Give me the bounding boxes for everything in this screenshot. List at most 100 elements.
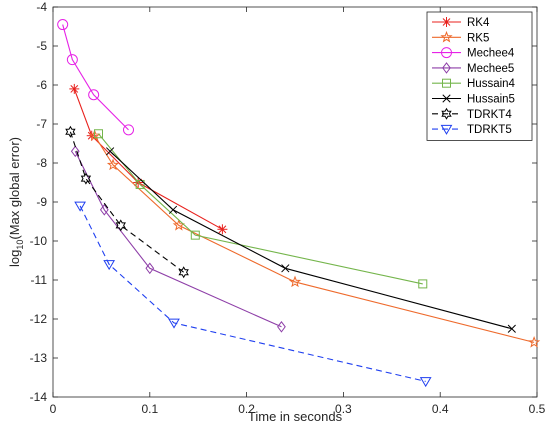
marker-circle [441, 47, 452, 59]
series-layer [57, 19, 541, 388]
legend-label: Hussain5 [467, 94, 515, 106]
marker-shape [103, 260, 116, 271]
marker-asterisk [69, 83, 80, 94]
marker-shape [440, 30, 453, 43]
y-tick-label: -5 [36, 39, 47, 53]
marker-shape [440, 124, 453, 135]
marker-star [440, 30, 453, 43]
marker-hexagram [65, 125, 76, 138]
marker-square [418, 279, 428, 289]
marker-triangle-down [168, 318, 180, 329]
y-tick-label: -11 [31, 273, 48, 287]
series-line [62, 24, 129, 131]
y-axis-title: log10(Max global error) [7, 137, 25, 267]
x-tick-label: 0.3 [335, 402, 352, 416]
legend-label: RK4 [467, 17, 490, 29]
marker-shape [442, 78, 451, 88]
marker-stroke [442, 94, 451, 103]
legend-label: Hussain4 [467, 78, 516, 90]
marker-shape [527, 335, 541, 348]
series-hussain4 [93, 129, 428, 289]
marker-diamond [442, 62, 451, 74]
marker-triangle-down [440, 124, 453, 135]
marker-circle [88, 89, 100, 101]
legend-entry-mechee5: Mechee5 [432, 62, 514, 75]
marker-hexagram [115, 219, 126, 232]
y-tick-label: -14 [30, 390, 48, 404]
marker-stroke [507, 324, 516, 333]
y-tick-label: -6 [36, 78, 47, 92]
marker-diamond [70, 145, 80, 158]
legend-label: TDRKT4 [467, 109, 512, 121]
marker-stroke [281, 264, 290, 273]
marker-star [106, 158, 120, 171]
marker-cross [168, 205, 178, 214]
marker-triangle-down [103, 260, 116, 271]
legend-entry-hussain4: Hussain4 [432, 78, 516, 90]
marker-cross [281, 264, 290, 273]
series-line [73, 88, 223, 230]
legend-entry-tdrkt4: TDRKT4 [432, 107, 512, 121]
marker-circle [66, 54, 78, 66]
marker-shape [288, 275, 302, 288]
marker-shape [106, 158, 120, 171]
marker-hexagram [441, 107, 452, 120]
x-tick-label: 0.1 [141, 402, 158, 416]
marker-circle [123, 124, 135, 136]
marker-shape [442, 62, 451, 74]
marker-circle [57, 19, 69, 31]
marker-shape [178, 266, 189, 279]
marker-star [527, 335, 541, 348]
y-tick-label: -12 [30, 312, 48, 326]
marker-shape [66, 54, 78, 66]
marker-shape [277, 320, 286, 333]
legend-box [426, 11, 533, 141]
marker-square [442, 78, 451, 88]
y-tick-label: -13 [30, 351, 48, 365]
marker-stroke [442, 18, 451, 26]
marker-triangle-down [419, 377, 432, 388]
marker-shape [441, 47, 452, 59]
marker-shape [123, 124, 135, 136]
legend-label: Mechee5 [467, 63, 514, 75]
marker-shape [419, 377, 432, 388]
y-axis-title-suffix: (Max global error) [7, 137, 22, 240]
series-line [69, 131, 185, 273]
series-mechee4 [57, 19, 135, 136]
marker-asterisk [441, 17, 452, 27]
legend-label: Mechee4 [467, 48, 515, 60]
marker-shape [57, 19, 69, 31]
marker-hexagram [178, 266, 189, 279]
y-tick-label: -10 [30, 234, 48, 248]
marker-square [135, 179, 145, 189]
marker-shape [74, 201, 86, 212]
x-tick-label: 0 [50, 402, 57, 416]
marker-shape [70, 145, 80, 158]
marker-hexagram [80, 172, 92, 185]
y-axis-title-subscript: 10 [15, 240, 25, 250]
series-tdrkt4 [65, 125, 189, 279]
marker-stroke [168, 205, 178, 214]
marker-shape [88, 89, 100, 101]
legend-entry-tdrkt5: TDRKT5 [432, 124, 512, 136]
marker-stroke [70, 85, 79, 93]
marker-cross [507, 324, 516, 333]
series-line [79, 205, 426, 382]
marker-shape [99, 203, 109, 216]
axes: 0 0.1 0.2 0.3 0.4 0.5 -14 -13 -12 -11 -10 -9 -8 -7 -6 -… [30, 0, 546, 416]
marker-stroke [218, 225, 227, 234]
marker-shape [190, 230, 200, 240]
marker-shape [80, 172, 92, 185]
legend: RK4 RK5 Mechee4 Mechee5 Hussain4 Hussain5 TDRK… [426, 11, 533, 141]
y-tick-label: -9 [36, 195, 47, 209]
marker-shape [168, 318, 180, 329]
series-hussain5 [106, 147, 516, 333]
marker-diamond [145, 262, 155, 275]
y-tick-label: -8 [36, 156, 47, 170]
y-axis-title-prefix: log [7, 250, 22, 267]
marker-star [288, 275, 302, 288]
marker-square [190, 230, 200, 240]
x-tick-label: 0.4 [432, 402, 449, 416]
